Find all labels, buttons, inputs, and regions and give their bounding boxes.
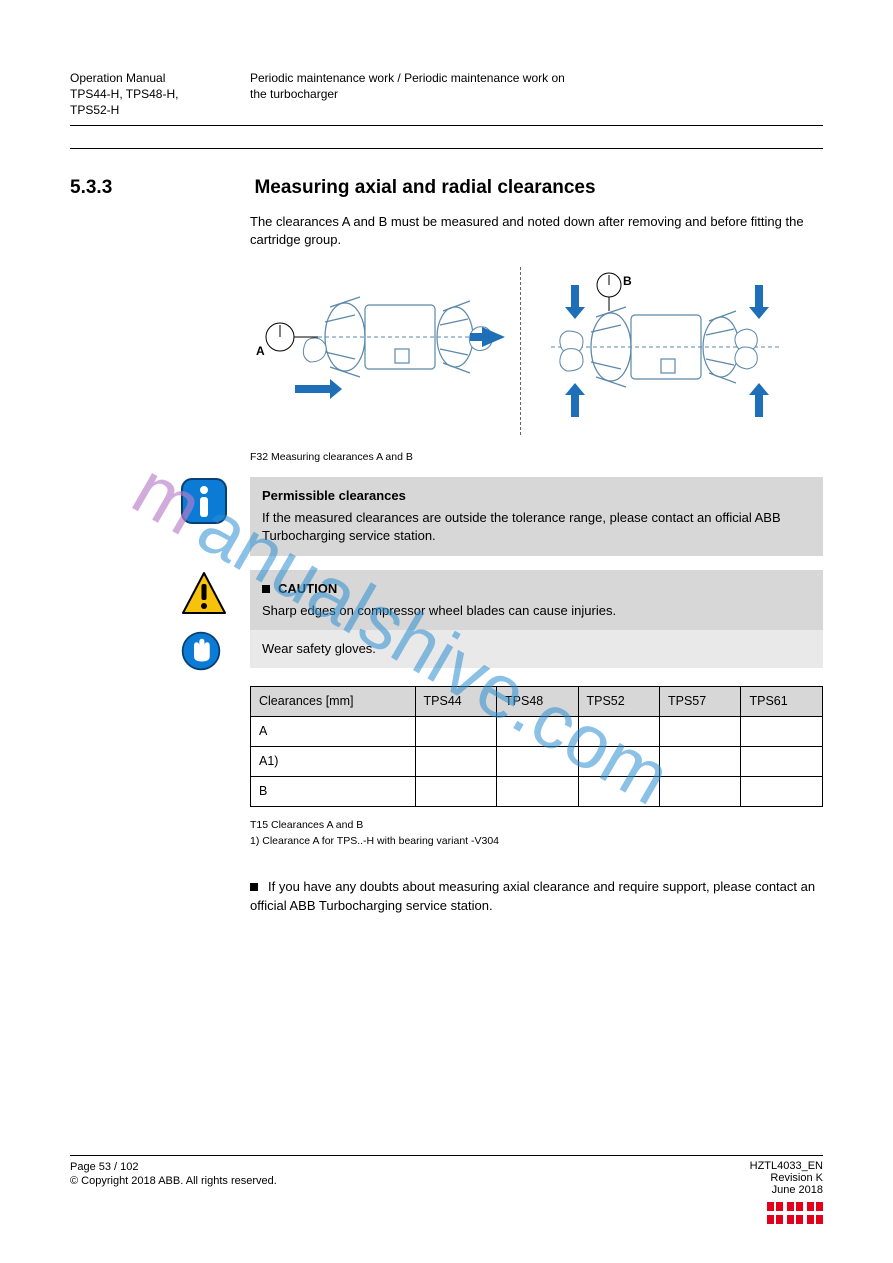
figure-clearances: A (250, 267, 823, 435)
figure-panel-b: B (531, 267, 791, 435)
cell (741, 776, 823, 806)
header-product-line2: TPS52-H (70, 102, 250, 118)
cell (659, 746, 740, 776)
intro-paragraph: The clearances A and B must be measured … (250, 213, 823, 249)
body-column: The clearances A and B must be measured … (250, 213, 823, 916)
th-tps44: TPS44 (415, 686, 496, 716)
page-header: Operation Manual TPS44-H, TPS48-H, TPS52… (70, 70, 823, 126)
caution-callout: CAUTION Sharp edges on compressor wheel … (180, 570, 823, 630)
cell-label: A (251, 716, 416, 746)
section-number: 5.3.3 (70, 149, 250, 199)
header-breadcrumb-line1: Periodic maintenance work / Periodic mai… (250, 70, 823, 86)
cell (415, 776, 496, 806)
cell-label: B (251, 776, 416, 806)
gloves-box: Wear safety gloves. (250, 630, 823, 668)
table-row: A1) (251, 746, 823, 776)
footer-date: June 2018 (750, 1184, 823, 1196)
cell (415, 716, 496, 746)
cell-label: A1) (251, 746, 416, 776)
table-row: A (251, 716, 823, 746)
footer-left: Page 53 / 102 © Copyright 2018 ABB. All … (70, 1160, 277, 1189)
figure-panel-a: A (250, 267, 510, 435)
cell (497, 776, 578, 806)
header-breadcrumb-line2: the turbocharger (250, 86, 823, 102)
cell (578, 716, 659, 746)
footer-doc: HZTL4033_EN (750, 1160, 823, 1172)
cell (415, 746, 496, 776)
caution-word: CAUTION (278, 581, 337, 596)
header-right: Periodic maintenance work / Periodic mai… (250, 70, 823, 119)
gloves-callout: Wear safety gloves. (180, 630, 823, 672)
info-icon (180, 477, 240, 525)
figure-label-a: A (256, 344, 265, 358)
cell (497, 746, 578, 776)
table-row: B (251, 776, 823, 806)
info-box-text: If the measured clearances are outside t… (262, 509, 811, 545)
bottom-note: If you have any doubts about measuring a… (250, 877, 823, 916)
table-caption: T15 Clearances A and B (250, 819, 823, 831)
caution-text: Sharp edges on compressor wheel blades c… (262, 602, 811, 620)
page: m anualshive.com Operation Manual TPS44-… (0, 0, 893, 1263)
clearance-table: Clearances [mm] TPS44 TPS48 TPS52 TPS57 … (250, 686, 823, 807)
footer-page: Page 53 / 102 (70, 1160, 277, 1174)
bullet-square (250, 883, 258, 891)
footer-rev: Revision K (750, 1172, 823, 1184)
abb-logo (767, 1202, 823, 1224)
warning-icon (180, 570, 240, 618)
cell (741, 746, 823, 776)
page-footer: Page 53 / 102 © Copyright 2018 ABB. All … (70, 1155, 823, 1227)
th-tps57: TPS57 (659, 686, 740, 716)
cell (578, 776, 659, 806)
section-title: Measuring axial and radial clearances (254, 149, 595, 199)
header-left: Operation Manual TPS44-H, TPS48-H, TPS52… (70, 70, 250, 119)
th-tps61: TPS61 (741, 686, 823, 716)
cell (578, 746, 659, 776)
header-manual-title: Operation Manual (70, 70, 250, 86)
cell (741, 716, 823, 746)
footer-copyright: © Copyright 2018 ABB. All rights reserve… (70, 1174, 277, 1188)
th-tps52: TPS52 (578, 686, 659, 716)
section-heading-row: 5.3.3 Measuring axial and radial clearan… (70, 149, 823, 199)
cell (659, 776, 740, 806)
gloves-text: Wear safety gloves. (262, 640, 811, 658)
gloves-icon (180, 630, 240, 672)
cell (659, 716, 740, 746)
header-product-line1: TPS44-H, TPS48-H, (70, 86, 250, 102)
figure-divider (520, 267, 521, 435)
figure-caption: F32 Measuring clearances A and B (250, 451, 823, 463)
th-tps48: TPS48 (497, 686, 578, 716)
th-clearances: Clearances [mm] (251, 686, 416, 716)
info-box-title: Permissible clearances (262, 487, 811, 505)
figure-label-b: B (623, 274, 632, 288)
info-callout: Permissible clearances If the measured c… (180, 477, 823, 556)
table-header-row: Clearances [mm] TPS44 TPS48 TPS52 TPS57 … (251, 686, 823, 716)
table-footnote: 1) Clearance A for TPS..-H with bearing … (250, 835, 823, 847)
caution-label (262, 585, 270, 593)
cell (497, 716, 578, 746)
bottom-note-text: If you have any doubts about measuring a… (250, 879, 815, 914)
caution-box: CAUTION Sharp edges on compressor wheel … (250, 570, 823, 630)
info-box: Permissible clearances If the measured c… (250, 477, 823, 556)
footer-right: HZTL4033_EN Revision K June 2018 (750, 1160, 823, 1227)
